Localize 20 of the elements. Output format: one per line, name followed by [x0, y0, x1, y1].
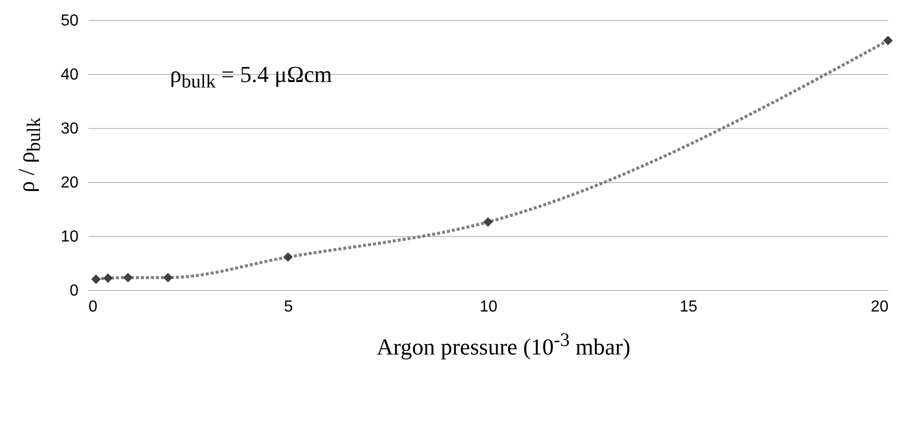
point	[283, 252, 293, 262]
x-tick-label: 15	[680, 298, 698, 316]
y-tick-label: 40	[60, 66, 79, 84]
x-tick-label: 10	[480, 298, 498, 316]
y-tick-label: 30	[60, 120, 79, 138]
point	[103, 273, 113, 283]
point	[483, 217, 493, 227]
point	[91, 274, 101, 284]
x-tick-label: 0	[88, 298, 98, 316]
y-tick-label: 50	[60, 12, 79, 30]
point	[883, 36, 893, 46]
point	[123, 272, 133, 282]
point	[163, 272, 173, 282]
annotation: ρ$_{bulk}$ = 5.4 μΩcm	[170, 62, 332, 94]
x-tick-label: 20	[870, 298, 889, 316]
x-axis-title: Argon pressure (10$^{-3}$ mbar)	[376, 330, 632, 361]
y-tick-label: 0	[70, 282, 79, 300]
y-tick-label: 10	[60, 228, 79, 246]
x-tick-label: 5	[284, 298, 294, 316]
y-tick-label: 20	[60, 174, 79, 192]
